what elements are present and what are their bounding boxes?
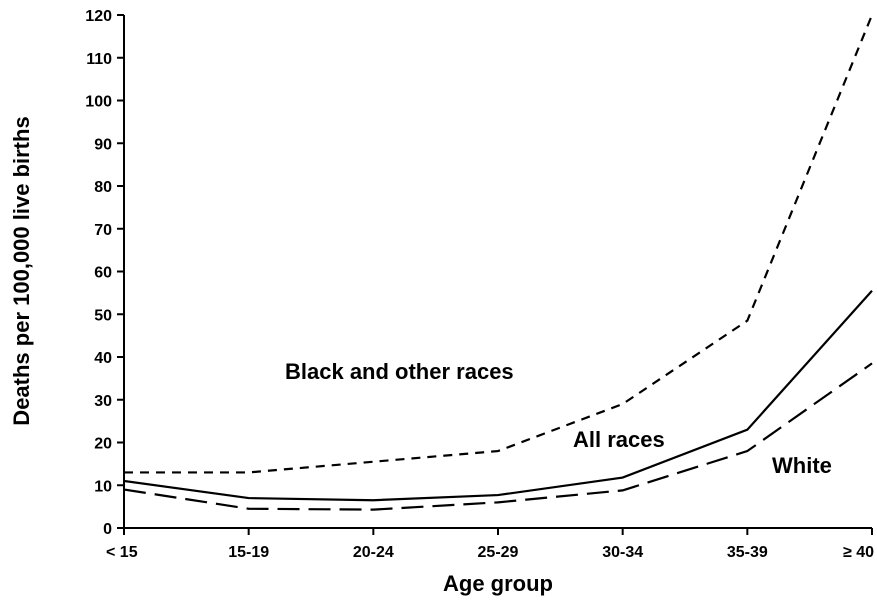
y-tick-label: 10	[94, 478, 112, 495]
x-tick-label: 35-39	[727, 544, 768, 561]
y-tick-label: 20	[94, 436, 112, 453]
y-tick-label: 120	[85, 8, 112, 25]
y-tick-label: 50	[94, 307, 112, 324]
y-tick-label: 80	[94, 179, 112, 196]
y-tick-label: 60	[94, 265, 112, 282]
series-line-all-races	[123, 290, 873, 502]
series-line-black-and-other-races	[124, 14, 874, 474]
x-axis-ticks: < 15 15-19 20-24 25-29 30-34 35-39 ≥ 40	[106, 528, 874, 561]
x-tick-label: 25-29	[478, 544, 519, 561]
y-tick-label: 30	[94, 393, 112, 410]
series-label-white: White	[772, 453, 832, 478]
x-tick-label: < 15	[106, 544, 138, 561]
y-tick-label: 40	[94, 350, 112, 367]
x-axis-title: Age group	[443, 571, 553, 596]
x-tick-label: ≥ 40	[843, 544, 874, 561]
x-tick-label: 20-24	[353, 544, 394, 561]
y-axis-ticks: 0 10 20 30 40 50 60 70 80 90 100 110 120	[85, 8, 124, 538]
x-tick-label: 30-34	[602, 544, 643, 561]
series-lines	[123, 14, 874, 511]
y-tick-label: 100	[85, 94, 112, 111]
series-label-black-and-other-races: Black and other races	[285, 359, 514, 384]
series-label-all-races: All races	[573, 427, 665, 452]
y-tick-label: 110	[86, 51, 112, 68]
series-line-white	[123, 362, 873, 511]
y-tick-label: 90	[94, 136, 112, 153]
y-tick-label: 70	[94, 222, 112, 239]
y-tick-label: 0	[103, 521, 112, 538]
x-tick-label: 15-19	[228, 544, 269, 561]
y-axis-title: Deaths per 100,000 live births	[9, 116, 34, 425]
